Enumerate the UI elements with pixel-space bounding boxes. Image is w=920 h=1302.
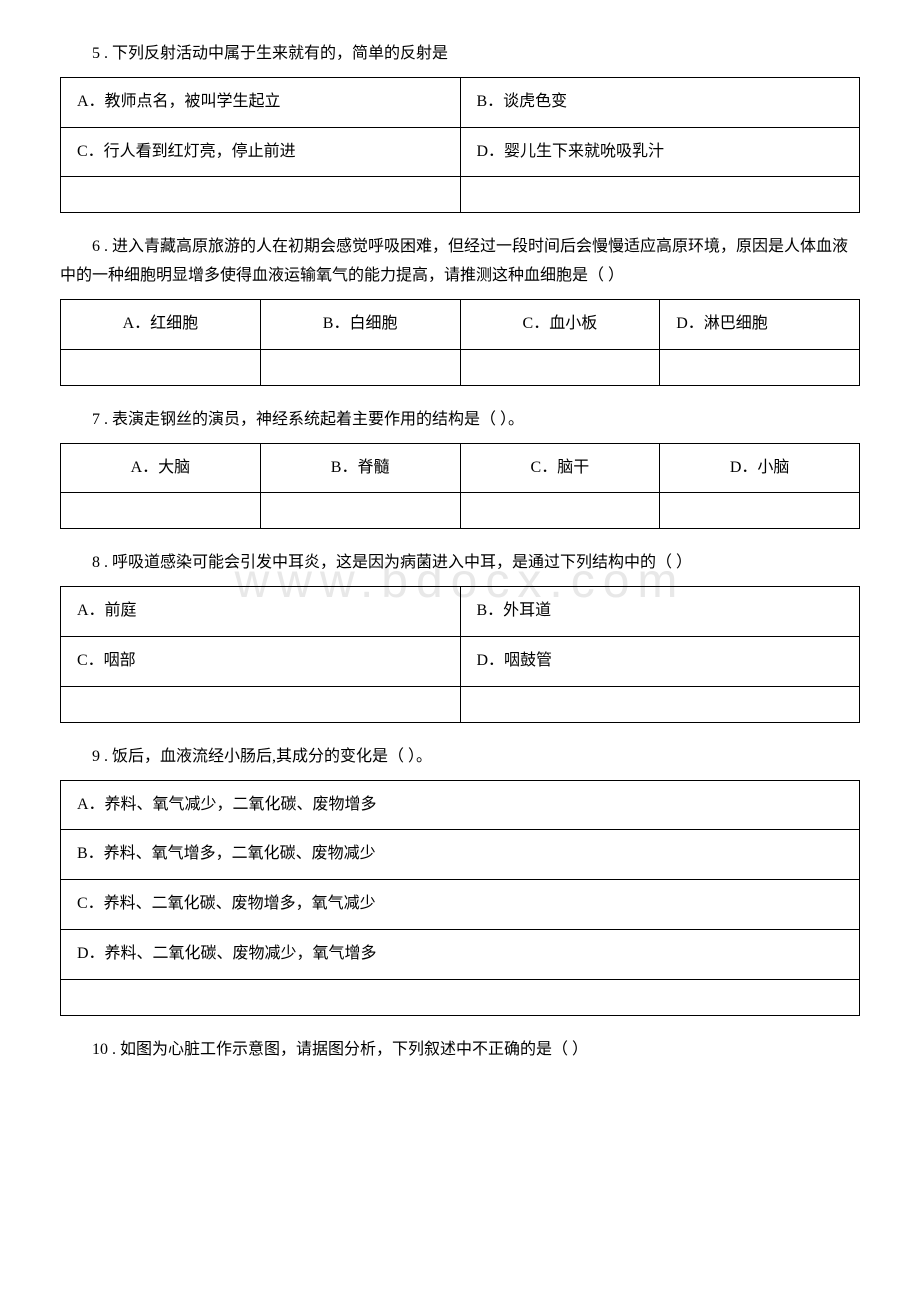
question-10-text: 10 . 如图为心脏工作示意图，请据图分析，下列叙述中不正确的是（ ） — [60, 1036, 860, 1065]
question-8-options-table: A．前庭 B．外耳道 C．咽部 D．咽鼓管 — [60, 586, 860, 723]
q9-option-b: B．养料、氧气增多，二氧化碳、废物减少 — [61, 830, 860, 880]
q6-option-d: D．淋巴细胞 — [660, 299, 860, 349]
q5-option-d: D．婴儿生下来就吮吸乳汁 — [460, 127, 860, 177]
q5-option-c: C．行人看到红灯亮，停止前进 — [61, 127, 461, 177]
q5-empty-cell — [460, 177, 860, 213]
q6-option-b: B．白细胞 — [260, 299, 460, 349]
q5-option-b: B．谈虎色变 — [460, 77, 860, 127]
q7-empty-cell — [460, 493, 660, 529]
q8-option-b: B．外耳道 — [460, 587, 860, 637]
q6-option-c: C．血小板 — [460, 299, 660, 349]
q8-option-d: D．咽鼓管 — [460, 636, 860, 686]
question-8-text: 8 . 呼吸道感染可能会引发中耳炎，这是因为病菌进入中耳，是通过下列结构中的（ … — [60, 549, 860, 578]
q7-option-c: C．脑干 — [460, 443, 660, 493]
q8-empty-cell — [460, 686, 860, 722]
q9-empty-cell — [61, 979, 860, 1015]
q7-option-d: D．小脑 — [660, 443, 860, 493]
q6-empty-cell — [260, 349, 460, 385]
q7-empty-cell — [660, 493, 860, 529]
q8-empty-cell — [61, 686, 461, 722]
q5-empty-cell — [61, 177, 461, 213]
q8-option-c: C．咽部 — [61, 636, 461, 686]
q7-empty-cell — [260, 493, 460, 529]
question-9-options-table: A．养料、氧气减少，二氧化碳、废物增多 B．养料、氧气增多，二氧化碳、废物减少 … — [60, 780, 860, 1016]
q9-option-c: C．养料、二氧化碳、废物增多，氧气减少 — [61, 880, 860, 930]
question-5-options-table: A．教师点名，被叫学生起立 B．谈虎色变 C．行人看到红灯亮，停止前进 D．婴儿… — [60, 77, 860, 214]
q6-empty-cell — [61, 349, 261, 385]
question-6-text: 6 . 进入青藏高原旅游的人在初期会感觉呼吸困难，但经过一段时间后会慢慢适应高原… — [60, 233, 860, 291]
q7-empty-cell — [61, 493, 261, 529]
question-6-options-table: A．红细胞 B．白细胞 C．血小板 D．淋巴细胞 — [60, 299, 860, 386]
q5-option-a: A．教师点名，被叫学生起立 — [61, 77, 461, 127]
q8-option-a: A．前庭 — [61, 587, 461, 637]
q6-empty-cell — [460, 349, 660, 385]
question-7-text: 7 . 表演走钢丝的演员，神经系统起着主要作用的结构是（ ）。 — [60, 406, 860, 435]
q6-empty-cell — [660, 349, 860, 385]
question-9-text: 9 . 饭后，血液流经小肠后,其成分的变化是（ ）。 — [60, 743, 860, 772]
q7-option-b: B．脊髓 — [260, 443, 460, 493]
q6-option-a: A．红细胞 — [61, 299, 261, 349]
q7-option-a: A．大脑 — [61, 443, 261, 493]
question-5-text: 5 . 下列反射活动中属于生来就有的，简单的反射是 — [60, 40, 860, 69]
question-7-options-table: A．大脑 B．脊髓 C．脑干 D．小脑 — [60, 443, 860, 530]
q9-option-a: A．养料、氧气减少，二氧化碳、废物增多 — [61, 780, 860, 830]
q9-option-d: D．养料、二氧化碳、废物减少，氧气增多 — [61, 929, 860, 979]
